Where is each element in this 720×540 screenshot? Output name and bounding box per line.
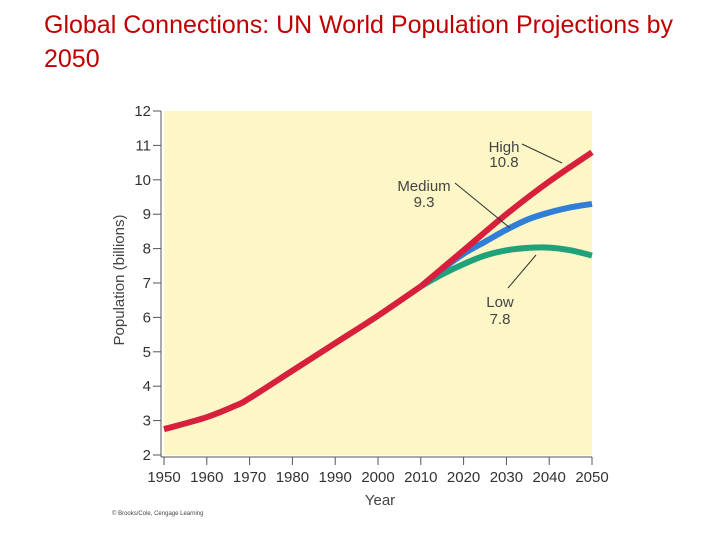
y-tick-label: 2 xyxy=(143,447,151,464)
y-tick-label: 6 xyxy=(143,309,151,326)
annotation-medium-label: Medium xyxy=(397,178,450,195)
y-tick-label: 10 xyxy=(134,172,151,189)
annotation-low-value: 7.8 xyxy=(490,311,511,328)
x-tick-label: 2030 xyxy=(490,469,523,486)
x-tick-label: 1960 xyxy=(190,469,223,486)
y-tick-label: 8 xyxy=(143,241,151,258)
annotation-high-leader xyxy=(521,143,563,164)
y-tick-label: 4 xyxy=(143,378,151,395)
annotation-high-label: High xyxy=(489,139,520,156)
x-tick-label: 2050 xyxy=(575,469,608,486)
series-lines xyxy=(163,149,594,433)
series-line-historical xyxy=(163,283,423,433)
y-tick-label: 7 xyxy=(143,275,151,292)
annotation-low-label: Low xyxy=(486,294,514,311)
annotation-high-value: 10.8 xyxy=(489,154,518,171)
y-axis-title: Population (billions) xyxy=(111,215,128,346)
x-tick-label: 1980 xyxy=(276,469,309,486)
series-line-low xyxy=(419,244,593,290)
x-tick-label: 1950 xyxy=(147,469,180,486)
image-credit: © Brooks/Cole, Cengage Learning xyxy=(112,511,204,517)
plot-background xyxy=(164,111,592,455)
series-line-high xyxy=(418,149,594,289)
annotation-low-leader xyxy=(507,254,537,289)
x-tick-label: 2000 xyxy=(361,469,394,486)
x-tick-label: 2020 xyxy=(447,469,480,486)
x-tick-label: 2040 xyxy=(533,469,566,486)
y-tick-label: 5 xyxy=(143,344,151,361)
x-tick-label: 1970 xyxy=(233,469,266,486)
annotation-medium-value: 9.3 xyxy=(414,194,435,211)
slide-title: Global Connections: UN World Population … xyxy=(44,11,674,73)
annotation-medium-leader xyxy=(454,182,511,229)
y-tick-label: 12 xyxy=(134,103,151,120)
axes: 2 3 4 5 6 7 8 9 10 11 12 1950 1960 1970 1980 1990 2000 20… xyxy=(134,103,608,486)
x-axis-title: Year xyxy=(365,492,395,509)
x-tick-label: 1990 xyxy=(319,469,352,486)
y-tick-label: 3 xyxy=(143,413,151,430)
x-tick-label: 2010 xyxy=(404,469,437,486)
y-tick-label: 11 xyxy=(135,137,151,154)
y-tick-label: 9 xyxy=(143,206,151,223)
